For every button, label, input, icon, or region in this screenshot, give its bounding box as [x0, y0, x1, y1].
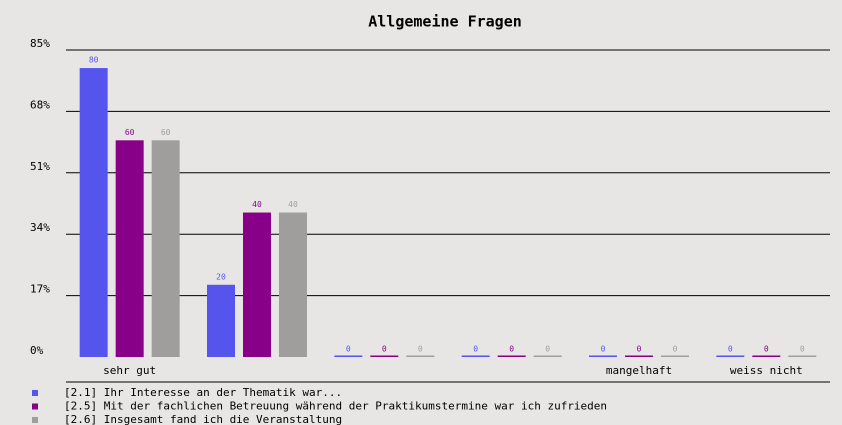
y-tick-label: 68%	[30, 98, 50, 111]
chart-title: Allgemeine Fragen	[368, 13, 522, 31]
bar	[243, 212, 271, 357]
bar	[625, 355, 653, 357]
value-label: 0	[509, 345, 514, 354]
y-tick-label: 85%	[30, 37, 50, 50]
x-tick-label: weiss nicht	[730, 364, 803, 377]
y-tick-label: 51%	[30, 160, 50, 173]
legend-swatch	[32, 403, 38, 410]
value-label: 0	[800, 345, 805, 354]
value-label: 0	[601, 345, 606, 354]
value-label: 80	[89, 56, 99, 65]
legend-label: [2.1] Ihr Interesse an der Thematik war.…	[64, 386, 342, 399]
bar	[406, 355, 435, 357]
value-label: 20	[216, 272, 226, 281]
y-tick-label: 34%	[30, 221, 50, 234]
value-label: 0	[673, 345, 678, 354]
bar	[115, 140, 144, 357]
bar	[716, 355, 745, 357]
value-label: 40	[252, 200, 262, 209]
bar	[151, 140, 180, 357]
bar	[279, 212, 307, 357]
value-label: 0	[346, 345, 351, 354]
bar	[79, 68, 108, 357]
legend-swatch	[32, 390, 38, 396]
legend-label: [2.5] Mit der fachlichen Betreuung währe…	[64, 400, 607, 413]
value-label: 60	[161, 128, 171, 137]
value-label: 40	[288, 200, 298, 209]
x-tick-label: mangelhaft	[606, 364, 672, 377]
value-label: 0	[473, 345, 478, 354]
bar	[788, 355, 817, 357]
bar	[589, 355, 617, 357]
bar	[533, 355, 562, 357]
value-label: 0	[728, 345, 733, 354]
value-label: 0	[637, 345, 642, 354]
bar	[370, 355, 399, 357]
value-label: 0	[382, 345, 387, 354]
bar	[334, 355, 363, 357]
legend-label: [2.6] Insgesamt fand ich die Veranstaltu…	[64, 413, 342, 425]
bar	[461, 355, 490, 357]
bar	[497, 355, 526, 357]
x-tick-label: sehr gut	[103, 364, 156, 377]
y-tick-label: 17%	[30, 283, 50, 296]
value-label: 60	[125, 128, 135, 137]
value-label: 0	[418, 345, 423, 354]
bar	[207, 284, 235, 357]
y-tick-label: 0%	[30, 344, 44, 357]
legend-swatch	[32, 417, 38, 423]
value-label: 0	[545, 345, 550, 354]
value-label: 0	[764, 345, 769, 354]
bar	[661, 355, 689, 357]
bar	[752, 355, 781, 357]
